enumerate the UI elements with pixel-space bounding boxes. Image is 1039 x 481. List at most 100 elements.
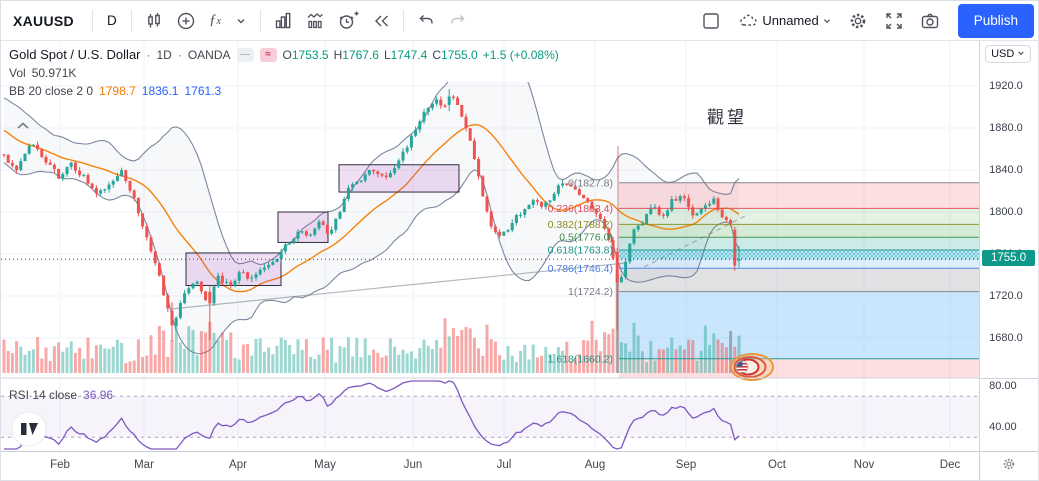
month-label: Oct — [768, 459, 786, 471]
month-label: Apr — [229, 459, 247, 471]
candlestick-chart-icon — [143, 10, 165, 32]
forecast-tools-button[interactable] — [299, 7, 331, 35]
chart-properties-button[interactable] — [842, 7, 874, 35]
undo-button[interactable] — [410, 7, 442, 35]
fib-level-label: 0.5(1776.0) — [559, 232, 613, 244]
replay-rewind-icon — [370, 10, 392, 32]
chevron-down-icon — [234, 14, 248, 28]
price-axis-label: 80.00 — [989, 380, 1017, 392]
legend-exchange: OANDA — [187, 47, 231, 62]
legend-interval: 1D — [156, 47, 172, 62]
layout-grid-icon — [700, 10, 722, 32]
volume-legend-row[interactable]: Vol 50.971K — [9, 66, 77, 80]
toolbar-divider — [130, 9, 132, 32]
quick-flag-icon[interactable]: ≈ — [259, 47, 277, 62]
fib-level-label: 1(1724.2) — [568, 286, 613, 298]
layout-name-label: Unnamed — [762, 13, 819, 28]
price-axis-label: 1840.0 — [989, 164, 1023, 176]
redo-button[interactable] — [442, 7, 474, 35]
month-label: Nov — [853, 459, 875, 471]
fib-level-label: 0.382(1788.2) — [548, 219, 613, 231]
columns-chart-icon — [272, 10, 294, 32]
price-change: +1.5 (+0.08%) — [482, 47, 559, 62]
redo-arrow-icon — [447, 10, 469, 32]
month-label: Mar — [134, 459, 154, 471]
hide-symbol-icon[interactable]: — — [236, 47, 254, 62]
bb-upper-value: 1836.1 — [141, 84, 179, 98]
alarm-clock-plus-icon — [336, 10, 360, 32]
time-axis-row: Feb Mar Apr May Jun Jul Aug Sep Oct Nov Dec — [1, 451, 1038, 480]
trend-over-bars-icon — [304, 10, 326, 32]
chart-text-annotation[interactable]: 觀望 — [707, 108, 747, 127]
price-axis-label: 1800.0 — [989, 206, 1023, 218]
pane-collapse-chevron[interactable] — [15, 119, 33, 133]
price-axis-label: 1720.0 — [989, 290, 1023, 302]
toolbar-divider — [402, 9, 404, 32]
month-label: Jul — [496, 459, 512, 471]
snapshot-button[interactable] — [914, 7, 946, 35]
rsi-legend-row[interactable]: RSI 14 close 36.96 — [9, 388, 114, 402]
create-alert-button[interactable] — [331, 7, 365, 35]
interval-button[interactable]: D — [107, 13, 117, 28]
flag-sticker[interactable] — [730, 353, 774, 381]
tradingview-logo[interactable] — [11, 411, 47, 447]
pane-divider[interactable] — [980, 378, 1038, 379]
bb-legend-row[interactable]: BB 20 close 2 0 1798.7 1836.1 1761.3 — [9, 84, 222, 98]
fullscreen-arrows-icon — [883, 10, 905, 32]
indicators-fx-icon: ƒx — [208, 12, 221, 28]
bb-lower-value: 1761.3 — [184, 84, 222, 98]
price-axis-label: 40.00 — [989, 421, 1017, 433]
undo-arrow-icon — [415, 10, 437, 32]
cloud-save-icon — [736, 10, 760, 32]
axis-settings-button[interactable] — [979, 452, 1038, 480]
camera-icon — [919, 10, 941, 32]
month-label: Dec — [939, 459, 961, 471]
fib-level-label: 0(1827.8) — [568, 177, 613, 189]
save-layout-button[interactable]: Unnamed — [731, 7, 837, 35]
month-label: May — [314, 459, 336, 471]
select-layout-button[interactable] — [695, 7, 727, 35]
last-price-badge: 1755.0 — [982, 250, 1035, 266]
currency-selector[interactable]: USD — [985, 45, 1032, 63]
time-axis[interactable]: Feb Mar Apr May Jun Jul Aug Sep Oct Nov Dec — [1, 452, 979, 480]
bar-replay-button[interactable] — [365, 7, 397, 35]
fullscreen-button[interactable] — [878, 7, 910, 35]
plus-circle-icon — [175, 10, 197, 32]
ohlc-values: O1753.5 H1767.6 L1747.4 C1755.0 +1.5 (+0… — [282, 47, 559, 62]
chevron-down-icon — [1017, 48, 1025, 60]
chart-workspace: 0(1827.8) 0.236(1803.4) 0.382(1788.2) 0.5(1… — [1, 41, 1038, 451]
toolbar-divider — [259, 9, 261, 32]
bb-basis-value: 1798.7 — [99, 84, 136, 98]
price-axis-label: 1920.0 — [989, 80, 1023, 92]
chart-type-button[interactable] — [138, 7, 170, 35]
fib-level-label: 0.236(1803.4) — [548, 203, 613, 215]
symbol-search-button[interactable]: XAUUSD — [13, 12, 74, 29]
price-axis-label: 1880.0 — [989, 122, 1023, 134]
fib-level-label: 0.786(1746.4) — [548, 263, 613, 275]
publish-button[interactable]: Publish — [957, 3, 1034, 38]
indicators-dropdown-button[interactable] — [228, 7, 254, 35]
compare-symbol-button[interactable] — [170, 7, 202, 35]
month-label: Feb — [50, 459, 70, 471]
rsi-value: 36.96 — [83, 388, 114, 402]
gear-icon — [1001, 456, 1017, 477]
price-axis[interactable]: USD 1920.01880.01840.01800.01760.01720.0… — [979, 41, 1038, 451]
month-label: Aug — [584, 459, 606, 471]
symbol-legend-row[interactable]: Gold Spot / U.S. Dollar · 1D · OANDA — ≈… — [9, 47, 559, 62]
month-label: Sep — [675, 459, 697, 471]
fib-level-label: 0.618(1763.8) — [548, 245, 613, 257]
symbol-title: Gold Spot / U.S. Dollar — [9, 47, 141, 62]
chart-svg[interactable]: 0(1827.8) 0.236(1803.4) 0.382(1788.2)0.5(1… — [1, 41, 981, 451]
price-axis-label: 1680.0 — [989, 332, 1023, 344]
chevron-down-icon — [821, 15, 833, 27]
top-toolbar: XAUUSD D ƒx — [1, 1, 1038, 41]
toolbar-divider — [91, 9, 93, 32]
month-label: Jun — [403, 459, 423, 471]
fib-level-label: 1.618(1660.2) — [548, 353, 613, 365]
settings-gear-icon — [847, 10, 869, 32]
indicator-templates-button[interactable] — [267, 7, 299, 35]
indicators-button[interactable]: ƒx — [202, 7, 228, 35]
main-chart-canvas[interactable]: 0(1827.8) 0.236(1803.4) 0.382(1788.2) 0.5(1… — [1, 41, 981, 451]
chart-legend: Gold Spot / U.S. Dollar · 1D · OANDA — ≈… — [9, 47, 559, 98]
